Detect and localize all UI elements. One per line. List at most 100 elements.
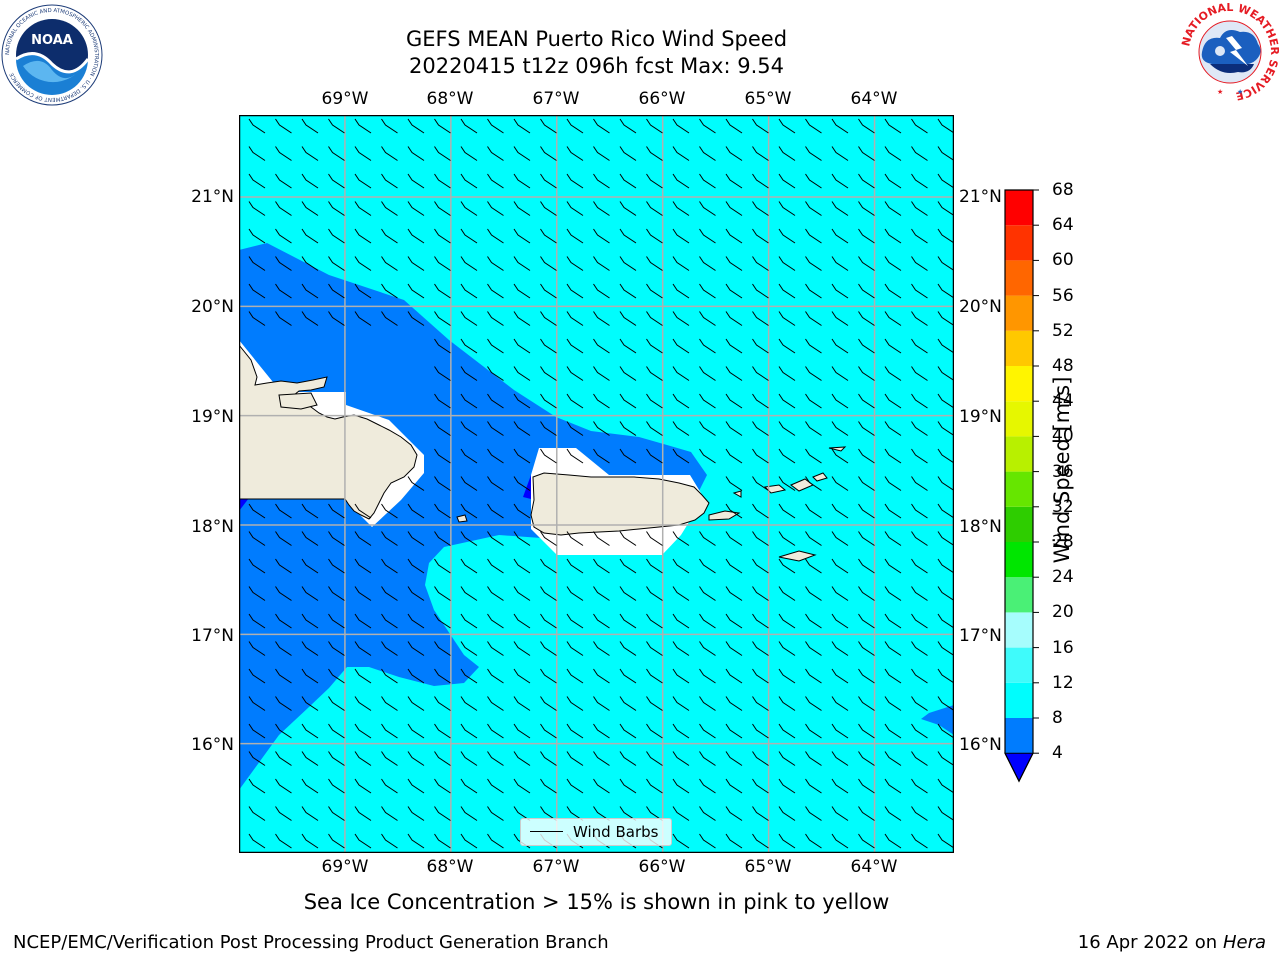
wind-barb: [354, 283, 372, 299]
wind-barb: [619, 613, 637, 629]
wind-barb: [593, 696, 610, 711]
wind-barb: [513, 201, 531, 216]
wind-barb: [752, 393, 769, 409]
wind-barb: [911, 806, 928, 821]
wind-barb: [593, 531, 610, 546]
wind-barb: [566, 283, 584, 299]
wind-barb: [354, 173, 372, 189]
wind-barb: [858, 751, 875, 766]
wind-barb: [937, 833, 954, 849]
wind-barb: [884, 723, 902, 739]
wind-barb: [619, 201, 637, 216]
wind-barb: [248, 228, 266, 244]
colorbar-tick-label: 64: [1052, 215, 1074, 236]
wind-barb: [805, 476, 822, 491]
wind-barb: [381, 668, 398, 684]
wind-barb: [672, 366, 690, 381]
wind-barb: [831, 173, 849, 189]
wind-barb: [354, 613, 372, 629]
wind-barb: [301, 228, 319, 244]
wind-barb: [646, 641, 663, 656]
wind-barb: [434, 311, 451, 326]
wind-barb: [752, 723, 769, 739]
wind-barb: [407, 173, 425, 189]
wind-barb: [619, 366, 637, 381]
wind-barb: [646, 118, 663, 134]
wind-barb: [487, 833, 504, 849]
wind-barb: [619, 723, 637, 739]
wind-barb: [328, 228, 345, 244]
wind-barb: [354, 751, 372, 766]
wind-barb: [434, 503, 451, 519]
wind-barb: [619, 256, 637, 271]
wind-barb: [407, 531, 425, 546]
wind-barb: [407, 613, 425, 629]
wind-barb: [646, 448, 663, 464]
wind-barb: [407, 503, 425, 519]
wind-barb: [407, 256, 425, 271]
wind-barb: [434, 806, 451, 821]
wind-barb: [487, 558, 504, 574]
wind-barb: [911, 558, 928, 574]
wind-barb: [805, 531, 822, 546]
wind-barb: [354, 778, 372, 794]
wind-barb: [248, 641, 266, 656]
wind-barb: [566, 366, 584, 381]
wind-barb: [566, 806, 584, 821]
wind-barb: [778, 806, 796, 821]
wind-barb: [699, 173, 716, 189]
wind-barb: [593, 228, 610, 244]
wind-barb: [328, 256, 345, 271]
colorbar-under-arrow: [1004, 752, 1034, 783]
wind-barb: [884, 696, 902, 711]
wind-barb: [619, 173, 637, 189]
wind-barb: [805, 668, 822, 684]
wind-barb: [407, 283, 425, 299]
wind-barb: [593, 338, 610, 354]
wind-barb: [858, 613, 875, 629]
wind-barb: [884, 778, 902, 794]
wind-barb: [884, 668, 902, 684]
wind-barb: [672, 723, 690, 739]
svg-text:★: ★: [1217, 88, 1223, 96]
wind-barb: [434, 448, 451, 464]
wind-barb: [937, 641, 954, 656]
wind-barb: [831, 586, 849, 601]
wind-barb: [725, 503, 743, 519]
wind-barb: [460, 338, 478, 354]
wind-barb: [248, 613, 266, 629]
wind-barb: [831, 613, 849, 629]
wind-barb: [858, 586, 875, 601]
colorbar-tick-label: 24: [1052, 567, 1074, 588]
wind-barb: [646, 366, 663, 381]
wind-barb: [911, 201, 928, 216]
wind-barb: [354, 806, 372, 821]
wind-barb: [487, 503, 504, 519]
wind-barb: [619, 283, 637, 299]
wind-barb: [911, 366, 928, 381]
wind-barb: [540, 723, 557, 739]
wind-barb: [805, 228, 822, 244]
wind-barb: [593, 586, 610, 601]
colorbar-tick-label: 8: [1052, 708, 1063, 728]
wind-barb: [831, 641, 849, 656]
wind-barb: [301, 586, 319, 601]
wind-barb: [275, 668, 292, 684]
wind-barb: [752, 586, 769, 601]
wind-barb: [275, 586, 292, 601]
wind-barb: [513, 311, 531, 326]
wind-barb: [937, 696, 954, 711]
wind-barb: [778, 833, 796, 849]
wind-barb: [434, 393, 451, 409]
wind-barb: [725, 366, 743, 381]
lat-label-left: 21°N: [191, 187, 234, 207]
wind-barb: [540, 393, 557, 409]
wind-barb: [460, 778, 478, 794]
wind-barb: [460, 586, 478, 601]
wind-barb: [434, 421, 451, 436]
wind-barb: [672, 201, 690, 216]
lat-label-right: 16°N: [959, 735, 1002, 755]
colorbar-tick-label: 4: [1052, 743, 1063, 764]
colorbar: [1000, 186, 1040, 786]
wind-barb: [884, 173, 902, 189]
